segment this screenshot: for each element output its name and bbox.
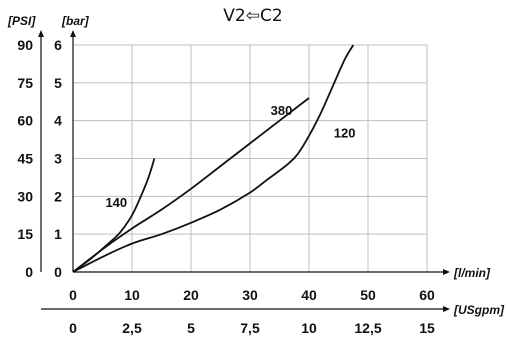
axis-arrowhead (443, 306, 450, 312)
y-tick-label-bar: 5 (54, 75, 62, 91)
y-tick-label-psi: 15 (17, 226, 33, 242)
axis-arrowhead (38, 30, 44, 37)
x-tick-label-lmin: 40 (301, 287, 317, 303)
x-unit-usgpm: [USgpm] (453, 303, 505, 317)
x-tick-label-usgpm: 10 (301, 320, 317, 336)
y-unit-bar: [bar] (61, 14, 90, 28)
y-tick-label-bar: 2 (54, 188, 62, 204)
axis-arrowhead (443, 269, 450, 275)
y-tick-label-bar: 0 (54, 264, 62, 280)
curves (72, 44, 355, 273)
y-tick-label-psi: 45 (17, 151, 33, 167)
series-label-380: 380 (271, 103, 293, 118)
x-tick-label-lmin: 60 (419, 287, 435, 303)
x-tick-label-lmin: 20 (183, 287, 199, 303)
x-tick-label-usgpm: 15 (419, 320, 435, 336)
y-tick-label-psi: 75 (17, 75, 33, 91)
y-tick-label-psi: 0 (25, 264, 33, 280)
x-unit-lmin: [l/min] (453, 266, 491, 280)
x-tick-label-lmin: 0 (69, 287, 77, 303)
y-tick-label-bar: 1 (54, 226, 62, 242)
x-tick-label-lmin: 50 (360, 287, 376, 303)
y-tick-label-psi: 90 (17, 37, 33, 53)
y-tick-label-bar: 4 (54, 113, 62, 129)
y-tick-label-bar: 3 (54, 151, 62, 167)
x-tick-label-lmin: 10 (124, 287, 140, 303)
axis-arrowhead (70, 30, 76, 37)
x-tick-label-usgpm: 12,5 (354, 320, 381, 336)
x-tick-label-usgpm: 2,5 (122, 320, 142, 336)
series-label-120: 120 (334, 126, 356, 141)
x-tick-label-usgpm: 5 (187, 320, 195, 336)
x-tick-label-usgpm: 0 (69, 320, 77, 336)
grid (73, 44, 428, 272)
chart-title: V2⇦C2 (223, 6, 282, 26)
curve-labels: 140 380 120 (105, 103, 355, 210)
y-tick-label-psi: 30 (17, 188, 33, 204)
x-tick-label-lmin: 30 (242, 287, 258, 303)
y-tick-label-psi: 60 (17, 113, 33, 129)
x-tick-label-usgpm: 7,5 (240, 320, 260, 336)
series-line-120 (72, 44, 355, 273)
y-tick-label-bar: 6 (54, 37, 62, 53)
y-unit-psi: [PSI] (7, 14, 36, 28)
series-line-380 (72, 97, 310, 273)
series-label-140: 140 (105, 195, 127, 210)
series-line-140 (72, 158, 156, 273)
